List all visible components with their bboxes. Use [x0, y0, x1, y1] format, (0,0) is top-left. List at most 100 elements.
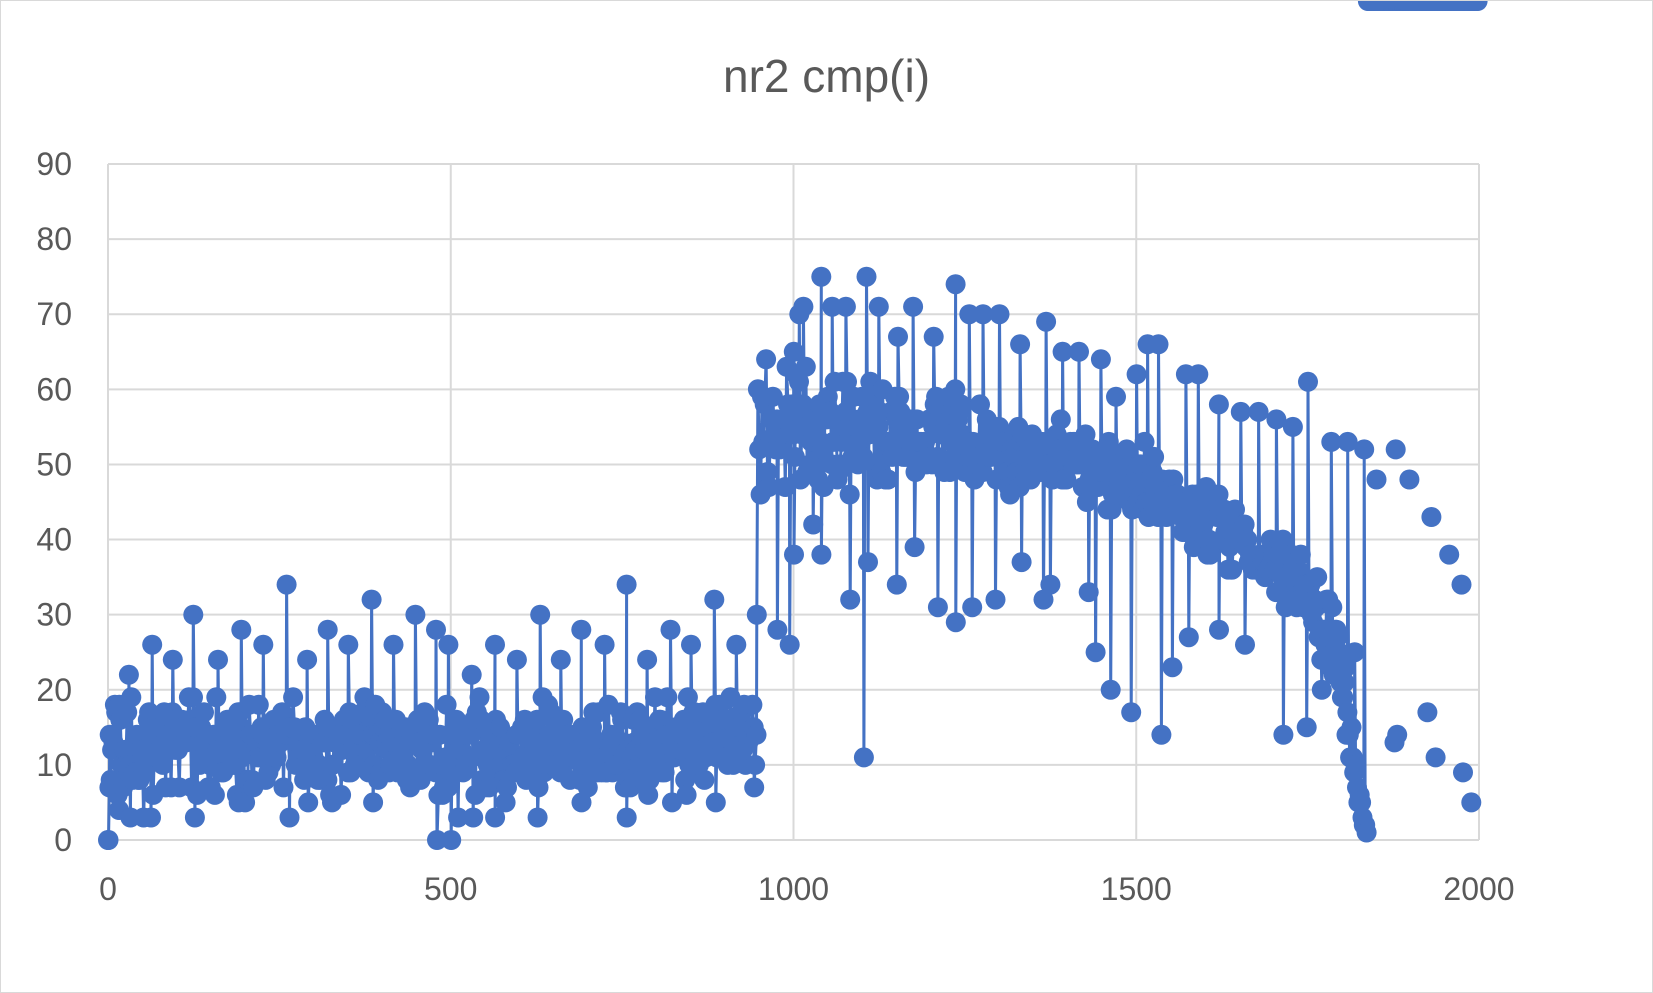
data-point: [204, 784, 225, 805]
data-point: [784, 446, 805, 467]
data-point: [1178, 627, 1199, 648]
data-point: [1234, 514, 1255, 535]
x-tick-label: 1500: [1101, 871, 1172, 907]
data-point: [114, 739, 135, 760]
y-axis: 0 10 20 30 40 50 60 70 80 90: [36, 146, 72, 858]
data-point: [438, 777, 458, 798]
data-point: [1121, 702, 1142, 723]
data-point: [1116, 439, 1137, 460]
data-point: [463, 807, 484, 828]
data-point: [1101, 499, 1122, 520]
data-point: [342, 739, 362, 760]
data-point: [677, 687, 698, 708]
y-tick-label: 50: [36, 446, 72, 482]
data-point: [331, 784, 352, 805]
data-point: [837, 371, 857, 392]
data-point: [726, 634, 747, 655]
data-point: [438, 634, 459, 655]
data-point: [660, 619, 681, 640]
data-point: [361, 589, 382, 610]
data-point: [784, 544, 804, 565]
data-point: [298, 792, 319, 813]
data-point: [1336, 657, 1356, 678]
data-point: [506, 649, 527, 670]
data-point: [1076, 492, 1097, 512]
data-point: [904, 537, 925, 558]
data-point: [637, 649, 658, 670]
data-point: [1385, 439, 1406, 460]
data-point: [575, 732, 596, 753]
data-point: [1322, 597, 1343, 618]
data-point: [839, 484, 860, 505]
data-point: [1075, 424, 1096, 445]
data-point: [121, 687, 142, 708]
data-point: [1345, 754, 1366, 775]
data-point: [1467, 1, 1488, 11]
data-point: [1453, 762, 1473, 783]
x-tick-label: 1000: [758, 871, 829, 907]
data-point: [235, 792, 256, 813]
data-point: [135, 762, 155, 783]
data-point: [654, 762, 675, 783]
data-point: [672, 724, 693, 745]
data-point: [858, 552, 878, 573]
data-point: [98, 830, 119, 850]
data-point: [162, 649, 183, 670]
y-tick-label: 80: [36, 221, 72, 257]
data-point: [276, 574, 297, 595]
data-point: [973, 304, 993, 325]
data-point: [989, 416, 1010, 437]
data-point: [1273, 724, 1294, 745]
data-point: [1282, 416, 1303, 437]
data-point: [1272, 529, 1293, 550]
data-point: [530, 604, 551, 625]
data-point: [485, 634, 505, 655]
data-point: [1162, 657, 1183, 678]
series-markers: [98, 1, 1488, 850]
data-point: [959, 304, 980, 325]
data-point: [1248, 401, 1269, 422]
data-point: [616, 807, 637, 828]
data-point: [800, 454, 820, 475]
y-tick-label: 90: [36, 146, 72, 182]
data-point: [923, 326, 944, 347]
data-point: [822, 296, 843, 317]
data-point: [1126, 364, 1147, 385]
data-point: [1311, 679, 1332, 700]
data-point: [853, 747, 874, 768]
data-point: [989, 304, 1010, 325]
data-point: [527, 807, 548, 828]
data-point: [1144, 446, 1165, 467]
data-point: [363, 792, 384, 813]
y-tick-label: 40: [36, 522, 72, 558]
data-point: [705, 792, 726, 813]
data-point: [1200, 544, 1221, 565]
data-point: [441, 830, 462, 850]
data-point: [616, 574, 637, 595]
data-point: [252, 724, 273, 745]
data-point: [418, 709, 439, 730]
y-tick-label: 70: [36, 296, 72, 332]
data-point: [1321, 431, 1342, 452]
data-point: [1188, 364, 1209, 385]
data-point: [1222, 559, 1243, 580]
data-point: [528, 777, 549, 798]
data-point: [817, 386, 838, 407]
data-point: [1036, 311, 1057, 332]
data-point: [594, 634, 615, 655]
data-point: [253, 634, 274, 655]
data-point: [1134, 431, 1155, 452]
data-point: [1033, 589, 1054, 610]
data-point: [183, 687, 203, 708]
data-point: [461, 664, 482, 685]
data-point: [694, 769, 715, 790]
data-point: [868, 416, 889, 437]
data-point: [889, 386, 910, 407]
data-point: [553, 709, 574, 730]
data-point: [1461, 792, 1482, 813]
data-point: [317, 769, 338, 790]
y-tick-label: 60: [36, 371, 72, 407]
x-tick-label: 500: [424, 871, 477, 907]
data-point: [1235, 634, 1255, 655]
